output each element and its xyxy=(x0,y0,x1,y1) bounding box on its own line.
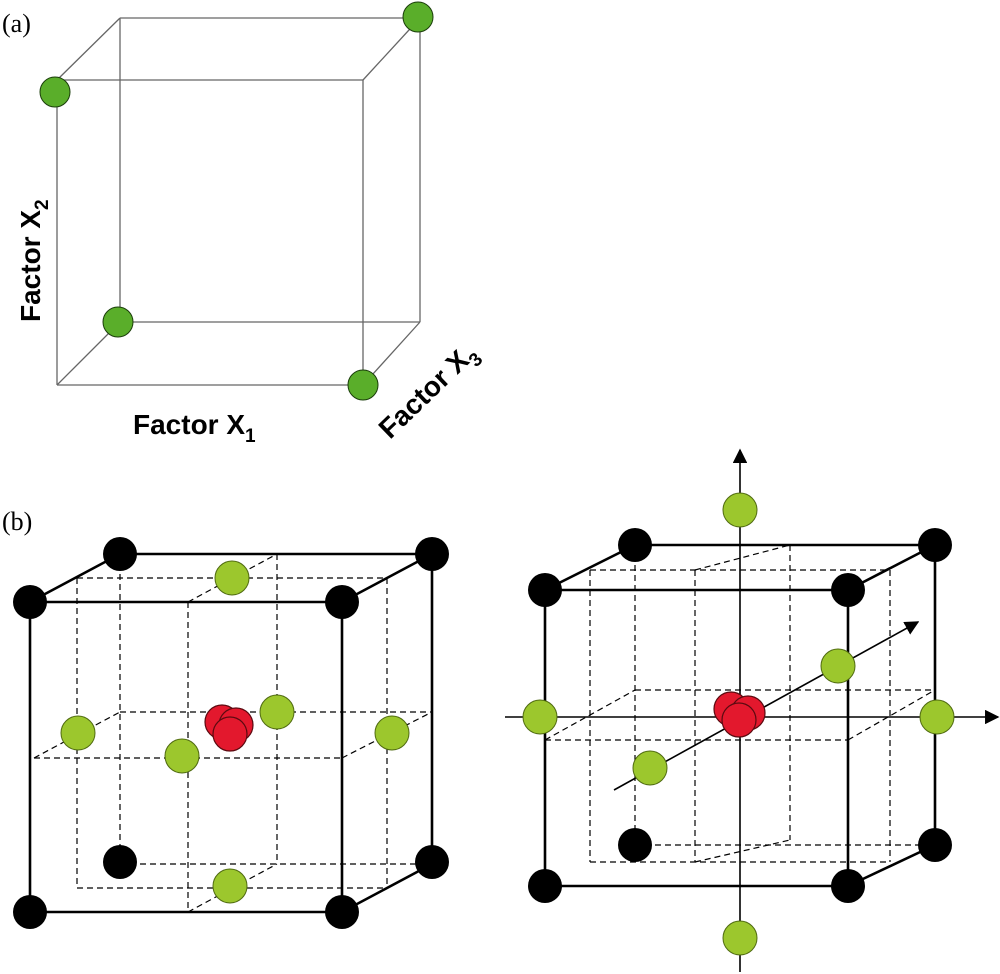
corner-point xyxy=(918,828,952,862)
axial-point xyxy=(212,868,248,904)
center-points xyxy=(204,704,254,752)
face-centered-cube xyxy=(13,537,449,929)
panel-b-label: (b) xyxy=(2,507,32,536)
design-point xyxy=(102,306,134,338)
axis-label-x3: Factor X3 xyxy=(373,337,488,450)
corner-point xyxy=(103,537,137,571)
panel-b: (b) xyxy=(2,448,1000,972)
corner-point xyxy=(325,585,359,619)
panel-a: (a) Factor X1 Factor X2 Factor xyxy=(2,1,488,450)
axial-point xyxy=(820,648,856,684)
axis-label-x2: Factor X2 xyxy=(15,199,53,322)
corner-point xyxy=(13,895,47,929)
corner-point xyxy=(103,845,137,879)
corner-point xyxy=(618,828,652,862)
corner-point xyxy=(325,895,359,929)
corner-points xyxy=(528,528,952,903)
corner-points xyxy=(13,537,449,929)
axis-label-x1: Factor X1 xyxy=(133,409,256,447)
axial-point xyxy=(722,920,758,956)
axial-points xyxy=(522,492,955,956)
corner-point xyxy=(415,845,449,879)
axial-point xyxy=(374,715,410,751)
corner-point xyxy=(13,585,47,619)
axial-point xyxy=(522,699,558,735)
center-point xyxy=(721,702,757,738)
axial-point xyxy=(632,750,668,786)
corner-point xyxy=(831,573,865,607)
panel-a-design-points xyxy=(39,1,434,401)
corner-point xyxy=(528,573,562,607)
axial-point xyxy=(60,715,96,751)
axial-point xyxy=(919,699,955,735)
axial-point xyxy=(214,560,250,596)
central-composite-cube xyxy=(505,448,1000,972)
center-point xyxy=(212,716,248,752)
corner-point xyxy=(528,869,562,903)
center-points xyxy=(713,691,766,738)
axial-point xyxy=(164,738,200,774)
cube-edges xyxy=(543,543,937,888)
corner-point xyxy=(618,528,652,562)
panel-a-label: (a) xyxy=(2,9,31,38)
axial-point xyxy=(722,492,758,528)
corner-point xyxy=(918,528,952,562)
design-point xyxy=(39,76,71,108)
axial-points xyxy=(60,560,410,904)
design-point xyxy=(347,369,379,401)
corner-point xyxy=(831,869,865,903)
corner-point xyxy=(415,537,449,571)
design-point xyxy=(402,1,434,33)
axial-point xyxy=(259,694,295,730)
